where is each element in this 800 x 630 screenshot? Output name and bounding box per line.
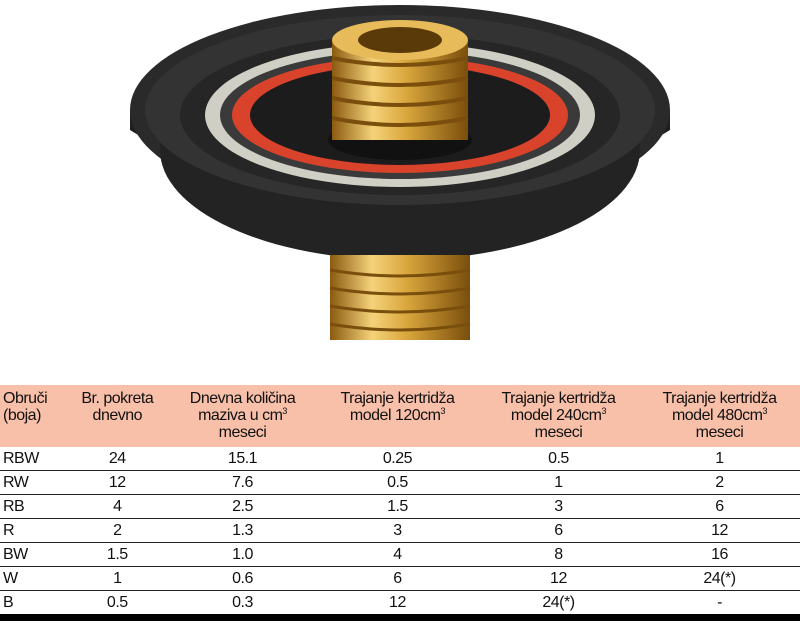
table-row: RW 12 7.6 0.5 1 2: [0, 470, 800, 495]
table-cell: 3: [477, 494, 639, 519]
table-row: RBW 24 15.1 0.25 0.5 1: [0, 447, 800, 471]
table-cell: B: [0, 590, 67, 621]
table-cell: 1.0: [168, 542, 317, 567]
table-cell: W: [0, 566, 67, 591]
table-cell: 6: [638, 494, 800, 519]
header-daily-amount: Dnevna količina maziva u cm3 meseci: [189, 390, 296, 441]
table-cell: RBW: [0, 447, 67, 471]
table-cell: RW: [0, 470, 67, 495]
table-cell: 16: [638, 542, 800, 567]
table-cell: 3: [316, 518, 478, 543]
table-cell: R: [0, 518, 67, 543]
table-cell: 7.6: [168, 470, 317, 495]
header-duration-480: Trajanje kertridža model 480cm3 meseci: [662, 390, 777, 441]
table-cell: 0.25: [316, 447, 478, 471]
table-cell: 12: [66, 470, 169, 495]
header-rings-color: Obruči (boja): [3, 390, 48, 424]
lubricator-product-image: [130, 5, 670, 340]
table-cell: 0.6: [168, 566, 317, 591]
table-cell: 1: [477, 470, 639, 495]
table-cell: 1: [638, 447, 800, 471]
table-cell: 0.5: [477, 447, 639, 471]
table-cell: 1.3: [168, 518, 317, 543]
table-row: W 1 0.6 6 12 24(*): [0, 566, 800, 591]
table-cell: 8: [477, 542, 639, 567]
table-cell: 4: [316, 542, 478, 567]
table-cell: 1.5: [316, 494, 478, 519]
header-duration-120: Trajanje kertridža model 120cm3: [340, 390, 455, 424]
table-cell: 2.5: [168, 494, 317, 519]
table-cell: -: [638, 590, 800, 621]
table-cell: 1: [66, 566, 169, 591]
table-row: RB 4 2.5 1.5 3 6: [0, 494, 800, 519]
table-cell: 12: [638, 518, 800, 543]
table-row: B 0.5 0.3 12 24(*) -: [0, 590, 800, 621]
table-cell: 0.3: [168, 590, 317, 621]
table-row: BW 1.5 1.0 4 8 16: [0, 542, 800, 567]
table-cell: 2: [66, 518, 169, 543]
table-cell: 0.5: [66, 590, 169, 621]
table-cell: 6: [316, 566, 478, 591]
table-cell: BW: [0, 542, 67, 567]
table-cell: 12: [316, 590, 478, 621]
table-header-row: Obruči (boja) Br. pokreta dnevno Dnevna ko…: [0, 385, 800, 447]
header-daily-moves: Br. pokreta dnevno: [81, 390, 154, 424]
table-cell: 2: [638, 470, 800, 495]
table-cell: 6: [477, 518, 639, 543]
table-cell: 0.5: [316, 470, 478, 495]
table-row: R 2 1.3 3 6 12: [0, 518, 800, 543]
lubrication-table: Obruči (boja) Br. pokreta dnevno Dnevna ko…: [0, 385, 800, 621]
table-cell: 24(*): [477, 590, 639, 621]
table-cell: 12: [477, 566, 639, 591]
table-cell: 1.5: [66, 542, 169, 567]
table-cell: RB: [0, 494, 67, 519]
table-cell: 15.1: [168, 447, 317, 471]
table-cell: 24: [66, 447, 169, 471]
header-duration-240: Trajanje kertridža model 240cm3 meseci: [501, 390, 616, 441]
table-cell: 4: [66, 494, 169, 519]
table-cell: 24(*): [638, 566, 800, 591]
